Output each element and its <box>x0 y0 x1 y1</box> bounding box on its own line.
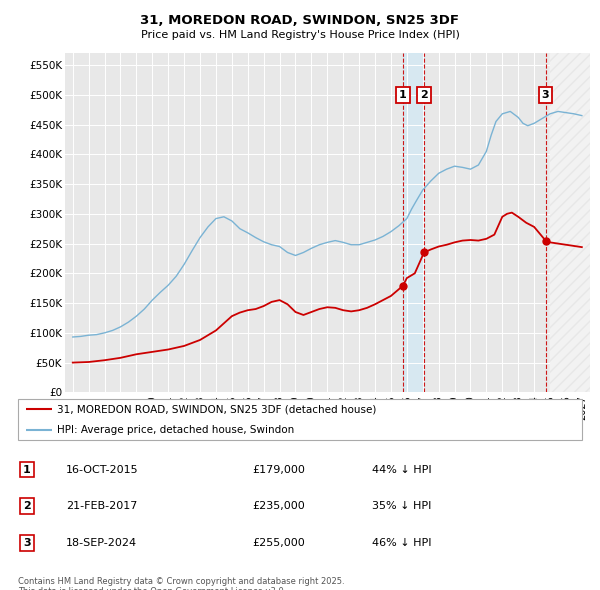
Text: 2: 2 <box>420 90 428 100</box>
Text: 1: 1 <box>23 465 31 474</box>
FancyBboxPatch shape <box>18 399 582 440</box>
Text: Contains HM Land Registry data © Crown copyright and database right 2025.
This d: Contains HM Land Registry data © Crown c… <box>18 577 344 590</box>
Text: Price paid vs. HM Land Registry's House Price Index (HPI): Price paid vs. HM Land Registry's House … <box>140 30 460 40</box>
Text: 2: 2 <box>23 502 31 511</box>
Text: 31, MOREDON ROAD, SWINDON, SN25 3DF: 31, MOREDON ROAD, SWINDON, SN25 3DF <box>140 14 460 27</box>
Text: 3: 3 <box>23 538 31 548</box>
Text: £179,000: £179,000 <box>252 465 305 474</box>
Text: 35% ↓ HPI: 35% ↓ HPI <box>372 502 431 511</box>
Text: 31, MOREDON ROAD, SWINDON, SN25 3DF (detached house): 31, MOREDON ROAD, SWINDON, SN25 3DF (det… <box>58 405 377 414</box>
Text: HPI: Average price, detached house, Swindon: HPI: Average price, detached house, Swin… <box>58 425 295 434</box>
Text: £255,000: £255,000 <box>252 538 305 548</box>
Text: 18-SEP-2024: 18-SEP-2024 <box>66 538 137 548</box>
Text: 44% ↓ HPI: 44% ↓ HPI <box>372 465 431 474</box>
Bar <box>550 53 590 392</box>
Text: 46% ↓ HPI: 46% ↓ HPI <box>372 538 431 548</box>
Text: 1: 1 <box>399 90 407 100</box>
Text: £235,000: £235,000 <box>252 502 305 511</box>
Text: 16-OCT-2015: 16-OCT-2015 <box>66 465 139 474</box>
Text: 3: 3 <box>542 90 550 100</box>
Text: 21-FEB-2017: 21-FEB-2017 <box>66 502 137 511</box>
Bar <box>550 53 590 392</box>
Bar <box>403 53 424 392</box>
